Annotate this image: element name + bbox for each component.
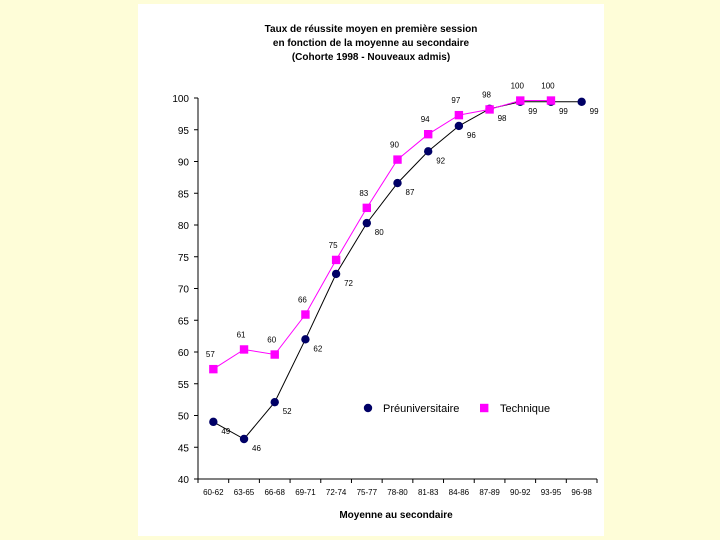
y-tick-label: 45 bbox=[178, 443, 190, 454]
data-label-preuniversitaire: 98 bbox=[498, 114, 507, 123]
data-label-technique: 98 bbox=[482, 90, 491, 99]
y-tick-label: 80 bbox=[178, 221, 190, 232]
y-tick-label: 100 bbox=[172, 94, 189, 105]
point-technique bbox=[423, 129, 433, 139]
point-preuniversitaire bbox=[577, 97, 586, 107]
y-tick-label: 95 bbox=[178, 126, 190, 137]
x-tick-label: 93-95 bbox=[541, 488, 562, 497]
x-tick-label: 78-80 bbox=[387, 488, 408, 497]
data-label-technique: 94 bbox=[421, 115, 430, 124]
data-label-technique: 66 bbox=[298, 296, 307, 305]
x-axis-ticks: 60-62 63-65 66-68 69-71 72-74 75-77 78-80 81-83… bbox=[197, 479, 598, 497]
data-label-preuniversitaire: 92 bbox=[436, 156, 445, 165]
chart-title: Taux de réussite moyen en première sessi… bbox=[265, 24, 478, 63]
data-label-technique: 60 bbox=[267, 336, 276, 345]
data-label-preuniversitaire: 99 bbox=[528, 107, 537, 116]
y-tick-label: 65 bbox=[178, 316, 190, 327]
data-label-preuniversitaire: 72 bbox=[344, 279, 353, 288]
point-technique bbox=[485, 105, 494, 114]
data-label-technique: 97 bbox=[451, 96, 460, 105]
chart-panel: Taux de réussite moyen en première sessi… bbox=[138, 4, 604, 536]
y-tick-label: 60 bbox=[178, 348, 190, 359]
data-labels-layer: 49 46 52 62 72 80 87 92 96 98 99 99 99 57 61 60 66 75 83 90… bbox=[206, 82, 599, 453]
data-label-technique: 57 bbox=[206, 350, 215, 359]
point-preuniversitaire bbox=[393, 178, 402, 188]
chart-title-line: en fonction de la moyenne au secondaire bbox=[273, 38, 470, 49]
chart-title-line: (Cohorte 1998 - Nouveaux admis) bbox=[292, 52, 450, 63]
y-tick-label: 75 bbox=[178, 253, 190, 264]
data-label-preuniversitaire: 52 bbox=[283, 407, 292, 416]
x-tick-label: 81-83 bbox=[418, 488, 439, 497]
data-label-technique: 83 bbox=[359, 189, 368, 198]
data-label-preuniversitaire: 96 bbox=[467, 131, 476, 140]
data-label-preuniversitaire: 99 bbox=[590, 107, 599, 116]
point-technique bbox=[362, 203, 372, 213]
chart: Taux de réussite moyen en première sessi… bbox=[172, 24, 599, 521]
series-line-preuniversitaire bbox=[213, 101, 582, 440]
point-preuniversitaire bbox=[209, 417, 218, 427]
x-tick-label: 84-86 bbox=[449, 488, 470, 497]
series-line-technique bbox=[213, 100, 551, 370]
y-axis-ticks: 40 45 50 55 60 65 70 75 80 85 90 95 100 bbox=[172, 94, 198, 486]
data-label-technique: 100 bbox=[541, 82, 555, 91]
data-label-preuniversitaire: 49 bbox=[221, 427, 230, 436]
y-tick-label: 90 bbox=[178, 158, 190, 169]
point-technique bbox=[270, 350, 279, 359]
x-tick-label: 75-77 bbox=[357, 488, 378, 497]
data-label-technique: 100 bbox=[511, 82, 525, 91]
legend-marker-preuniversitaire bbox=[363, 403, 373, 413]
data-label-preuniversitaire: 80 bbox=[375, 228, 384, 237]
point-technique bbox=[331, 255, 341, 265]
x-tick-label: 60-62 bbox=[203, 488, 224, 497]
point-technique bbox=[546, 96, 556, 105]
point-preuniversitaire bbox=[423, 147, 433, 156]
point-technique bbox=[301, 310, 310, 319]
data-label-preuniversitaire: 87 bbox=[406, 188, 415, 197]
chart-title-line: Taux de réussite moyen en première sessi… bbox=[265, 24, 478, 35]
point-technique bbox=[454, 110, 464, 120]
x-tick-label: 96-98 bbox=[571, 488, 592, 497]
data-label-preuniversitaire: 46 bbox=[252, 444, 261, 453]
x-tick-label: 90-92 bbox=[510, 488, 531, 497]
data-label-technique: 90 bbox=[390, 141, 399, 150]
point-technique bbox=[239, 345, 249, 354]
data-label-preuniversitaire: 62 bbox=[313, 344, 322, 353]
y-tick-label: 70 bbox=[178, 285, 190, 296]
point-technique bbox=[516, 96, 525, 105]
x-tick-label: 72-74 bbox=[326, 488, 347, 497]
legend-label-preuniversitaire: Préuniversitaire bbox=[383, 403, 459, 415]
point-preuniversitaire bbox=[301, 335, 310, 344]
legend: Préuniversitaire Technique bbox=[363, 403, 550, 415]
x-tick-label: 66-68 bbox=[264, 488, 285, 497]
point-preuniversitaire bbox=[454, 121, 464, 131]
x-tick-label: 69-71 bbox=[295, 488, 316, 497]
x-axis-label: Moyenne au secondaire bbox=[339, 510, 453, 521]
point-technique bbox=[393, 155, 402, 164]
legend-marker-technique bbox=[480, 403, 489, 413]
point-preuniversitaire bbox=[239, 434, 249, 444]
point-preuniversitaire bbox=[270, 397, 279, 407]
point-preuniversitaire bbox=[362, 218, 372, 228]
point-preuniversitaire bbox=[331, 269, 341, 279]
y-tick-label: 50 bbox=[178, 412, 190, 423]
series-layer bbox=[209, 96, 586, 444]
x-tick-label: 87-89 bbox=[479, 488, 500, 497]
point-technique bbox=[209, 364, 218, 374]
legend-label-technique: Technique bbox=[500, 403, 550, 415]
x-tick-label: 63-65 bbox=[234, 488, 255, 497]
y-tick-label: 85 bbox=[178, 189, 190, 200]
y-tick-label: 40 bbox=[178, 475, 190, 486]
data-label-technique: 75 bbox=[329, 241, 338, 250]
data-label-technique: 61 bbox=[237, 330, 246, 339]
y-tick-label: 55 bbox=[178, 380, 190, 391]
data-label-preuniversitaire: 99 bbox=[559, 107, 568, 116]
